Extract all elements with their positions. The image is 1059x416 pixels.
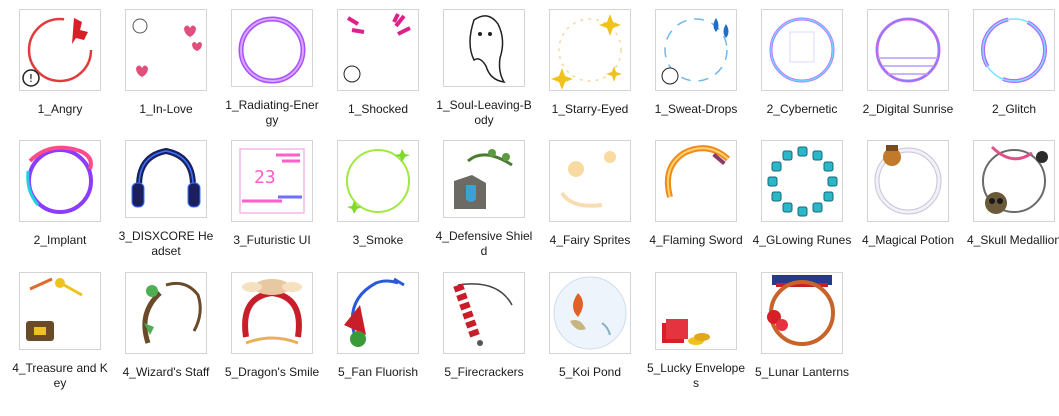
file-item[interactable]: 4_Fairy Sprites [539, 131, 641, 259]
file-name: 1_Starry-Eyed [551, 102, 629, 116]
file-item[interactable]: 4_Defensive Shield [433, 131, 535, 259]
angry-frame-icon: ! [19, 9, 101, 91]
file-item[interactable]: 4_Magical Potion [857, 131, 959, 259]
file-item[interactable]: 5_Dragon's Smile [221, 263, 323, 391]
file-name: 2_Glitch [991, 102, 1037, 116]
file-name: 5_Fan Fluorish [337, 365, 419, 379]
file-name: 4_Wizard's Staff [122, 365, 210, 379]
fairy-sprites-frame-icon [549, 140, 631, 222]
file-name: 5_Firecrackers [444, 365, 524, 379]
file-name: 4_Skull Medallion [966, 233, 1059, 247]
file-item[interactable]: 4_GLowing Runes [751, 131, 853, 259]
firecrackers-frame-icon [443, 272, 525, 354]
svg-text:23: 23 [254, 167, 276, 188]
smoke-frame-icon [337, 140, 419, 222]
flaming-sword-frame-icon [655, 140, 737, 222]
file-item[interactable]: 2_Glitch [963, 0, 1059, 128]
file-name: 1_Soul-Leaving-Body [436, 98, 532, 127]
file-name: 1_Angry [37, 102, 83, 116]
koi-pond-frame-icon [549, 272, 631, 354]
file-name: 4_GLowing Runes [752, 233, 852, 247]
file-item[interactable]: 5_Firecrackers [433, 263, 535, 391]
file-item[interactable]: 4_Wizard's Staff [115, 263, 217, 391]
file-item[interactable]: ! 1_Angry [9, 0, 111, 128]
file-name: 1_Radiating-Energy [225, 98, 319, 127]
file-name: 5_Lucky Envelopes [646, 361, 746, 390]
lunar-lanterns-frame-icon [761, 272, 843, 354]
file-item[interactable]: 2_Cybernetic [751, 0, 853, 128]
wizard-staff-frame-icon [125, 272, 207, 354]
defensive-shield-frame-icon [443, 140, 525, 218]
file-name: 2_Implant [33, 233, 87, 247]
headset-frame-icon [125, 140, 207, 218]
file-item[interactable]: 1_Starry-Eyed [539, 0, 641, 128]
glitch-frame-icon [973, 9, 1055, 91]
file-item[interactable]: 1_Soul-Leaving-Body [433, 0, 535, 128]
cybernetic-frame-icon [761, 9, 843, 91]
starry-eyed-frame-icon [549, 9, 631, 91]
digital-sunrise-frame-icon [867, 9, 949, 91]
file-item[interactable]: 1_Radiating-Energy [221, 0, 323, 128]
sweat-drops-frame-icon [655, 9, 737, 91]
file-name: 4_Defensive Shield [435, 229, 533, 258]
fan-flourish-frame-icon [337, 272, 419, 354]
treasure-key-frame-icon [19, 272, 101, 350]
file-name: 4_Flaming Sword [649, 233, 743, 247]
shocked-frame-icon [337, 9, 419, 91]
file-item[interactable]: 1_In-Love [115, 0, 217, 128]
file-name: 4_Fairy Sprites [549, 233, 631, 247]
file-item[interactable]: 1_Sweat-Drops [645, 0, 747, 128]
radiating-energy-frame-icon [231, 9, 313, 87]
file-name: 3_Smoke [352, 233, 404, 247]
file-name: 2_Cybernetic [766, 102, 838, 116]
in-love-frame-icon [125, 9, 207, 91]
file-name: 3_DISXCORE Headset [118, 229, 214, 258]
file-item[interactable]: 5_Lunar Lanterns [751, 263, 853, 391]
file-item[interactable]: 4_Flaming Sword [645, 131, 747, 259]
dragon-smile-frame-icon [231, 272, 313, 354]
file-item[interactable]: 2_Implant [9, 131, 111, 259]
file-item[interactable]: 4_Treasure and Key [9, 263, 111, 391]
file-item[interactable]: 4_Skull Medallion [963, 131, 1059, 259]
file-name: 2_Digital Sunrise [862, 102, 954, 116]
futuristic-ui-frame-icon: 23 [231, 140, 313, 222]
file-item[interactable]: 5_Fan Fluorish [327, 263, 429, 391]
file-item[interactable]: 23 3_Futuristic UI [221, 131, 323, 259]
file-name: 4_Magical Potion [861, 233, 955, 247]
file-name: 1_Sweat-Drops [654, 102, 738, 116]
file-name: 1_Shocked [347, 102, 409, 116]
file-item[interactable]: 5_Lucky Envelopes [645, 263, 747, 391]
svg-text:!: ! [29, 72, 33, 85]
file-item[interactable]: 3_Smoke [327, 131, 429, 259]
file-name: 3_Futuristic UI [233, 233, 311, 247]
glowing-runes-frame-icon [761, 140, 843, 222]
soul-leaving-body-frame-icon [443, 9, 525, 87]
implant-frame-icon [19, 140, 101, 222]
file-item[interactable]: 3_DISXCORE Headset [115, 131, 217, 259]
file-name: 5_Koi Pond [558, 365, 622, 379]
lucky-envelopes-frame-icon [655, 272, 737, 350]
skull-medallion-frame-icon [973, 140, 1055, 222]
magical-potion-frame-icon [867, 140, 949, 222]
file-item[interactable]: 5_Koi Pond [539, 263, 641, 391]
file-name: 5_Dragon's Smile [224, 365, 320, 379]
file-item[interactable]: 2_Digital Sunrise [857, 0, 959, 128]
file-name: 5_Lunar Lanterns [754, 365, 850, 379]
file-name: 1_In-Love [139, 102, 193, 116]
file-name: 4_Treasure and Key [12, 361, 108, 390]
file-item[interactable]: 1_Shocked [327, 0, 429, 128]
